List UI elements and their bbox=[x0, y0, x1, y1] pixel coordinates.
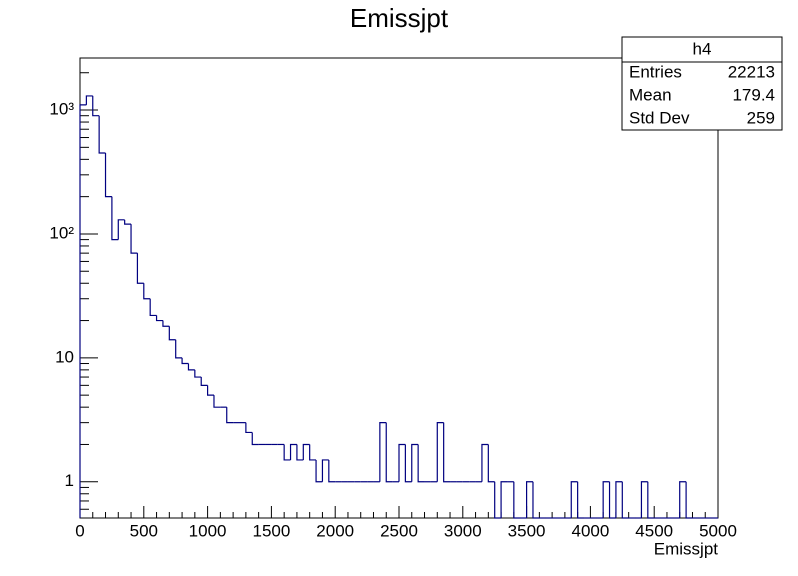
histogram-bin bbox=[328, 459, 336, 483]
histogram-bin bbox=[411, 443, 419, 482]
histogram-bin bbox=[111, 196, 119, 241]
histogram-bin bbox=[621, 481, 629, 519]
histogram-bin bbox=[245, 422, 253, 434]
stats-label: Std Dev bbox=[629, 108, 690, 127]
histogram-bin bbox=[130, 224, 138, 254]
histogram-bin bbox=[309, 444, 317, 461]
histogram-bin bbox=[398, 443, 406, 482]
histogram-bin bbox=[494, 481, 502, 519]
x-tick-label: 2000 bbox=[316, 521, 354, 540]
histogram-bin bbox=[85, 95, 93, 105]
y-tick-label: 10² bbox=[49, 223, 74, 242]
histogram-bin bbox=[640, 481, 648, 518]
histogram-bin bbox=[117, 219, 125, 240]
histogram-bin bbox=[207, 385, 214, 396]
histogram-bin bbox=[98, 115, 106, 154]
histogram-bin bbox=[283, 444, 291, 461]
histogram-bin bbox=[251, 432, 259, 446]
x-tick-label: 2500 bbox=[380, 521, 418, 540]
histogram-bin bbox=[213, 395, 221, 408]
stats-value: 179.4 bbox=[732, 85, 775, 104]
x-tick-label: 1000 bbox=[189, 521, 227, 540]
histogram-bin bbox=[532, 481, 540, 519]
stats-title: h4 bbox=[693, 39, 712, 58]
histogram-bin bbox=[296, 444, 304, 461]
stats-label: Mean bbox=[629, 85, 672, 104]
y-tick-label: 1 bbox=[65, 471, 74, 490]
histogram-bin bbox=[226, 407, 234, 424]
histogram-bin bbox=[570, 481, 578, 518]
histogram-bin bbox=[615, 481, 623, 518]
histogram-bin bbox=[487, 444, 495, 483]
histogram-bin bbox=[685, 481, 693, 519]
histogram-bin bbox=[417, 444, 425, 483]
histogram-bin bbox=[481, 443, 489, 482]
x-tick-label: 500 bbox=[130, 521, 158, 540]
histogram-bin bbox=[608, 481, 616, 519]
histogram-bin bbox=[175, 339, 183, 359]
histogram-bin bbox=[92, 95, 100, 117]
x-tick-label: 1500 bbox=[252, 521, 290, 540]
histogram-bin bbox=[143, 283, 151, 300]
stats-box bbox=[621, 36, 783, 131]
histogram-bin bbox=[526, 481, 533, 518]
x-tick-label: 4000 bbox=[571, 521, 609, 540]
stats-label: Entries bbox=[629, 62, 682, 81]
histogram-bin bbox=[302, 443, 310, 460]
histogram-bin bbox=[79, 104, 87, 518]
histogram-bin bbox=[155, 315, 163, 322]
y-tick-label: 10³ bbox=[49, 100, 74, 119]
histogram-bin bbox=[104, 153, 112, 198]
histogram-bin bbox=[124, 219, 132, 225]
histogram-bin bbox=[385, 422, 393, 483]
histogram-bin bbox=[194, 369, 202, 378]
histogram-bin bbox=[379, 422, 387, 482]
x-tick-label: 0 bbox=[75, 521, 84, 540]
histogram-bin bbox=[162, 320, 170, 327]
chart-title: Emissjpt bbox=[350, 3, 449, 33]
histogram-bin bbox=[168, 326, 176, 341]
x-tick-label: 4500 bbox=[635, 521, 673, 540]
histogram-bin bbox=[289, 443, 297, 460]
x-tick-label: 5000 bbox=[699, 521, 737, 540]
x-tick-label: 3500 bbox=[508, 521, 546, 540]
histogram-bin bbox=[315, 459, 323, 483]
histogram-bin bbox=[679, 481, 687, 518]
histogram-bin bbox=[321, 459, 329, 482]
x-axis-label: Emissjpt bbox=[654, 539, 719, 558]
histogram-bin bbox=[500, 481, 508, 518]
histogram-bin bbox=[136, 253, 144, 284]
histogram-bin bbox=[149, 298, 157, 317]
histogram-bin bbox=[443, 422, 451, 483]
x-tick-label: 3000 bbox=[444, 521, 482, 540]
histogram-bin bbox=[436, 422, 444, 482]
histogram-bin bbox=[577, 481, 585, 519]
histogram-bin bbox=[200, 377, 208, 386]
histogram-bin bbox=[187, 363, 195, 371]
histogram-bin bbox=[181, 357, 189, 365]
stats-value: 259 bbox=[747, 108, 775, 127]
histogram-bin bbox=[647, 481, 655, 519]
histogram-bin bbox=[404, 444, 412, 483]
y-tick-label: 10 bbox=[55, 347, 74, 366]
histogram-bin bbox=[602, 481, 610, 518]
stats-value: 22213 bbox=[728, 62, 775, 81]
histogram-bin bbox=[513, 481, 521, 519]
